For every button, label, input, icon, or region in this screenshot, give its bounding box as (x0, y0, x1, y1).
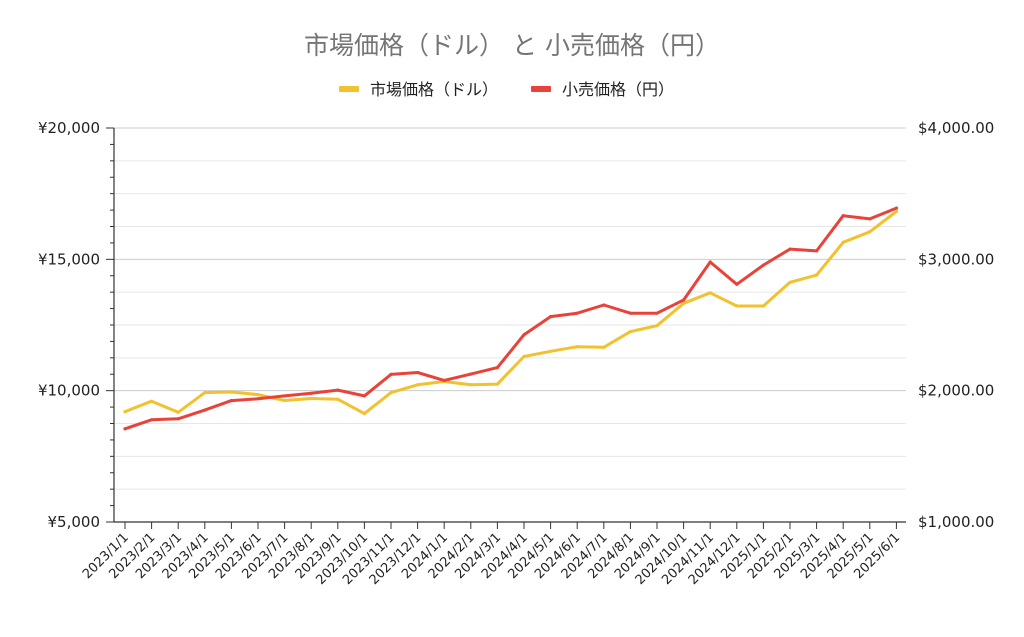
chart-title: 市場価格（ドル） と 小売価格（円） (304, 31, 720, 60)
series-0-point (655, 324, 659, 328)
series-1-point (150, 418, 154, 422)
series-1-point (655, 311, 659, 315)
right-axis-tick-label: $4,000.00 (918, 119, 994, 137)
series-0-point (549, 349, 553, 353)
gridlines (114, 127, 906, 523)
series-0-point (176, 410, 180, 414)
series-0-point (150, 399, 154, 403)
series-0-point (682, 301, 686, 305)
left-axis-tick-label: ¥10,000 (38, 382, 100, 400)
right-axis-tick-label: $3,000.00 (918, 250, 994, 268)
series-0-point (309, 396, 313, 401)
series-0-point (868, 230, 872, 234)
series-1-point (602, 303, 606, 307)
series-0-point (628, 329, 633, 334)
series-0-point (416, 383, 420, 387)
series-0-point (735, 304, 739, 308)
left-axis-tick-label: ¥20,000 (38, 119, 100, 137)
series-1-point (628, 311, 633, 315)
series-0-point (283, 398, 287, 403)
legend-item-retail-price: 小売価格（円） (531, 80, 674, 99)
series-0-point (336, 397, 340, 401)
x-axis-ticks: 2023/1/12023/2/12023/3/12023/4/12023/5/1… (80, 522, 903, 588)
series-1 (123, 206, 899, 431)
series-0-point (123, 410, 127, 414)
series-1-point (549, 314, 553, 319)
series-1-point (416, 370, 420, 375)
series-1-point (256, 397, 260, 401)
series-0-point (575, 345, 579, 349)
axes (106, 127, 906, 523)
series-1-point (761, 263, 766, 267)
series-0-point (894, 209, 899, 213)
series-0-point (708, 291, 712, 295)
legend-label-retail-price: 小売価格（円） (562, 80, 674, 99)
series-layer (123, 206, 899, 431)
series-1-point (575, 311, 579, 315)
series-line-1 (123, 206, 898, 431)
legend-item-market-price: 市場価格（ドル） (339, 80, 498, 99)
series-1-point (815, 249, 819, 253)
series-1-point (389, 372, 393, 376)
left-axis-tick-label: ¥15,000 (38, 250, 100, 268)
series-1-point (495, 365, 499, 370)
legend-swatch-retail-price (531, 86, 551, 92)
left-axis-ticks: ¥5,000 ¥10,000 ¥15,000 ¥20,000 (38, 119, 100, 531)
series-0-point (841, 240, 845, 244)
series-0-point (602, 345, 606, 349)
series-1-point (229, 399, 233, 403)
series-0-point (256, 393, 260, 397)
right-axis-ticks: $1,000.00 $2,000.00 $3,000.00 $4,000.00 (918, 119, 994, 531)
series-0-point (229, 390, 233, 394)
series-1-point (283, 394, 287, 398)
series-1-point (176, 417, 180, 421)
series-0-point (469, 383, 473, 387)
series-0-point (203, 391, 207, 395)
series-1-point (522, 333, 526, 337)
series-1-point (708, 260, 712, 264)
right-axis-tick-label: $2,000.00 (918, 382, 994, 400)
series-1-point (788, 247, 792, 251)
legend: 市場価格（ドル） 小売価格（円） (339, 80, 674, 99)
series-1-point (868, 217, 872, 221)
series-1-point (336, 388, 340, 392)
right-axis-tick-label: $1,000.00 (918, 513, 994, 531)
series-0-point (362, 412, 366, 416)
series-1-point (682, 298, 686, 302)
series-1-point (841, 214, 845, 218)
series-0-point (761, 304, 766, 308)
series-1-point (469, 372, 473, 376)
series-1-point (735, 282, 739, 286)
series-line-0 (123, 209, 898, 416)
series-0-point (815, 273, 819, 277)
series-1-point (123, 427, 127, 431)
series-1-point (203, 408, 207, 412)
series-1-point (362, 394, 366, 398)
series-0-point (522, 354, 526, 359)
series-0-point (788, 280, 792, 284)
series-1-point (442, 378, 446, 383)
series-0-point (495, 382, 499, 386)
legend-swatch-market-price (339, 86, 359, 92)
series-0 (123, 209, 899, 416)
series-1-point (894, 206, 899, 210)
series-0-point (389, 391, 393, 395)
left-axis-tick-label: ¥5,000 (48, 513, 101, 531)
legend-label-market-price: 市場価格（ドル） (370, 80, 498, 99)
series-1-point (309, 391, 313, 395)
